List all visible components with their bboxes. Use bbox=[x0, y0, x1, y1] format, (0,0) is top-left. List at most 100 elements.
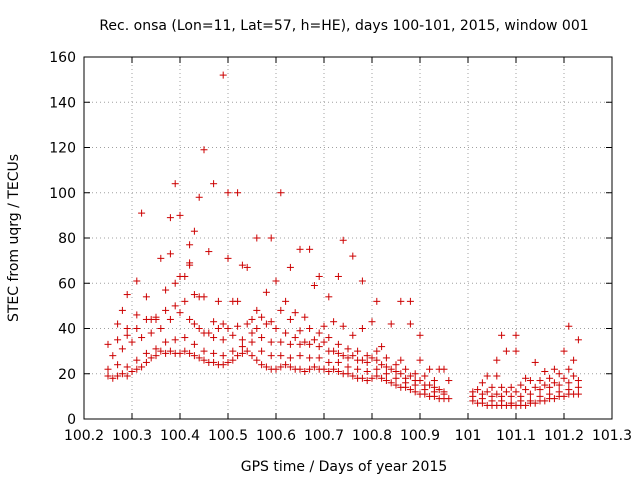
data-point bbox=[570, 356, 578, 364]
data-point bbox=[243, 263, 251, 271]
data-point bbox=[334, 272, 342, 280]
data-point bbox=[152, 313, 160, 321]
data-point bbox=[546, 374, 554, 382]
data-point bbox=[445, 395, 453, 403]
data-point bbox=[258, 334, 266, 342]
data-point bbox=[296, 245, 304, 253]
data-point bbox=[536, 386, 544, 394]
data-point bbox=[315, 329, 323, 337]
chart-title: Rec. onsa (Lon=11, Lat=57, h=HE), days 1… bbox=[99, 18, 588, 34]
data-point bbox=[382, 363, 390, 371]
data-point bbox=[378, 374, 386, 382]
data-point bbox=[325, 334, 333, 342]
data-point bbox=[378, 343, 386, 351]
data-point bbox=[262, 320, 270, 328]
data-point bbox=[277, 338, 285, 346]
data-point bbox=[421, 372, 429, 380]
data-point bbox=[181, 347, 189, 355]
x-axis-ticks: 100.2 100.3 100.4 100.5 100.6 100.7 100.8 100.9… bbox=[64, 57, 632, 444]
data-point bbox=[358, 325, 366, 332]
data-point bbox=[536, 377, 544, 385]
data-point bbox=[368, 354, 376, 362]
data-point bbox=[262, 288, 270, 296]
data-point bbox=[267, 318, 275, 326]
data-point bbox=[344, 363, 352, 371]
data-point bbox=[258, 361, 266, 369]
data-point bbox=[128, 338, 136, 346]
data-point bbox=[234, 189, 242, 197]
data-point bbox=[502, 388, 510, 396]
data-point bbox=[234, 352, 242, 360]
data-point bbox=[104, 372, 112, 380]
data-point bbox=[531, 383, 539, 391]
data-point bbox=[248, 315, 256, 323]
data-point bbox=[387, 320, 395, 328]
data-point bbox=[334, 367, 342, 375]
data-point bbox=[162, 306, 170, 314]
data-points bbox=[104, 71, 582, 409]
y-tick-label: 140 bbox=[49, 95, 76, 111]
data-point bbox=[200, 146, 208, 154]
data-point bbox=[114, 361, 122, 369]
data-point bbox=[229, 347, 237, 355]
data-point bbox=[301, 367, 309, 375]
data-point bbox=[349, 352, 357, 360]
data-point bbox=[522, 401, 530, 409]
x-tick-label: 100.7 bbox=[304, 428, 344, 444]
data-point bbox=[315, 272, 323, 280]
data-point bbox=[526, 377, 534, 385]
data-point bbox=[435, 386, 443, 394]
data-point bbox=[224, 325, 232, 332]
data-point bbox=[358, 277, 366, 285]
data-point bbox=[354, 365, 362, 373]
data-point bbox=[382, 370, 390, 378]
data-point bbox=[123, 363, 131, 371]
data-point bbox=[133, 365, 141, 373]
data-point bbox=[507, 392, 515, 400]
x-tick-label: 100.9 bbox=[400, 428, 440, 444]
data-point bbox=[368, 374, 376, 382]
data-point bbox=[286, 354, 294, 362]
data-point bbox=[190, 227, 198, 235]
data-point bbox=[118, 370, 126, 378]
data-point bbox=[507, 399, 515, 407]
data-point bbox=[195, 325, 203, 332]
data-point bbox=[574, 390, 582, 398]
data-point bbox=[574, 336, 582, 344]
data-point bbox=[128, 367, 136, 375]
data-point bbox=[282, 329, 290, 337]
data-point bbox=[133, 277, 141, 285]
data-point bbox=[387, 379, 395, 387]
data-point bbox=[123, 372, 131, 380]
data-point bbox=[507, 383, 515, 391]
data-point bbox=[171, 180, 179, 188]
data-point bbox=[109, 374, 117, 382]
data-point bbox=[248, 338, 256, 346]
x-tick-label: 100.5 bbox=[208, 428, 248, 444]
data-point bbox=[526, 397, 534, 405]
data-point bbox=[286, 263, 294, 271]
data-point bbox=[541, 397, 549, 405]
data-point bbox=[205, 248, 213, 256]
data-point bbox=[555, 381, 563, 389]
data-point bbox=[166, 250, 174, 258]
data-point bbox=[555, 370, 563, 378]
data-point bbox=[176, 309, 184, 317]
data-point bbox=[373, 347, 381, 355]
data-point bbox=[133, 325, 141, 332]
data-point bbox=[574, 377, 582, 385]
y-tick-label: 80 bbox=[58, 231, 76, 247]
data-point bbox=[493, 390, 501, 398]
data-point bbox=[253, 306, 261, 314]
data-point bbox=[330, 365, 338, 373]
data-point bbox=[517, 392, 525, 400]
data-point bbox=[426, 381, 434, 389]
data-point bbox=[166, 214, 174, 222]
data-point bbox=[286, 315, 294, 323]
x-tick-label: 100.6 bbox=[256, 428, 296, 444]
data-point bbox=[176, 272, 184, 280]
y-tick-label: 0 bbox=[67, 412, 76, 428]
data-point bbox=[306, 354, 314, 362]
data-point bbox=[498, 392, 506, 400]
